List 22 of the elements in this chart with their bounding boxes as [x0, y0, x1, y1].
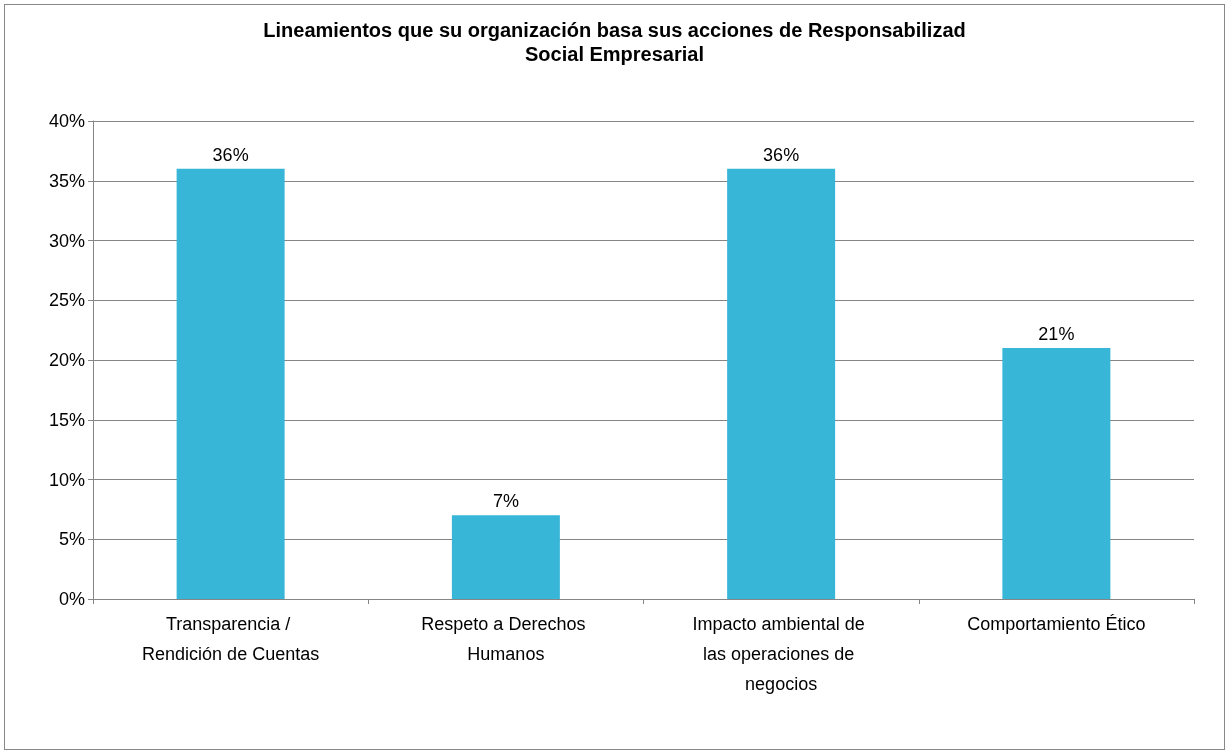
bar [451, 515, 560, 599]
bar [1002, 348, 1111, 599]
data-label: 36% [763, 144, 800, 165]
x-tick-label: Impacto ambiental de las operaciones de negocios [692, 614, 870, 694]
x-tick-label: Transparencia / Rendición de Cuentas [142, 614, 320, 664]
y-tick-label: 15% [48, 409, 85, 430]
y-tick-label: 20% [48, 350, 85, 370]
y-tick-label: 0% [58, 589, 85, 609]
x-tick-label: Comportamiento Ético [967, 614, 1146, 634]
data-label: 36% [212, 144, 249, 165]
chart-title: Lineamientos que su organización basa sus acciones de Responsabilizad Social Empresarial [263, 19, 966, 65]
data-label: 7% [492, 491, 519, 512]
bar [176, 168, 285, 599]
x-tick-label: Respeto a Derechos Humanos [421, 614, 591, 664]
data-label: 21% [1038, 324, 1075, 345]
y-tick-label: 35% [48, 170, 85, 191]
y-tick-label: 25% [48, 290, 85, 311]
y-tick-label: 40% [48, 111, 85, 131]
y-tick-label: 30% [48, 230, 85, 251]
bar [727, 168, 836, 599]
y-tick-label: 5% [58, 529, 85, 550]
y-tick-label: 10% [48, 469, 85, 490]
